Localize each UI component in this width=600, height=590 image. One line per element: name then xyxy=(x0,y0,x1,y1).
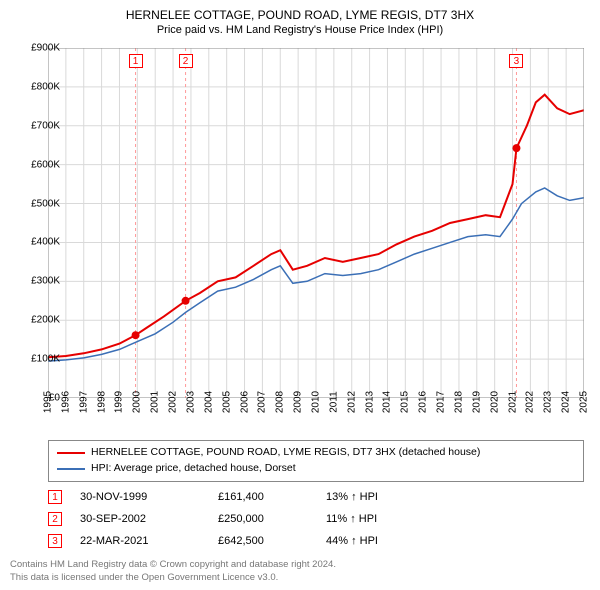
x-tick-label: 2014 xyxy=(382,391,393,413)
y-tick-label: £900K xyxy=(16,43,60,54)
sale-row: 3 22-MAR-2021 £642,500 44% ↑ HPI xyxy=(48,530,584,552)
chart-title-line2: Price paid vs. HM Land Registry's House … xyxy=(0,24,600,36)
y-tick-label: £100K xyxy=(16,354,60,365)
x-tick-label: 2013 xyxy=(364,391,375,413)
x-tick-label: 2006 xyxy=(239,391,250,413)
footer-attribution: Contains HM Land Registry data © Crown c… xyxy=(10,559,336,584)
y-tick-label: £600K xyxy=(16,159,60,170)
sale-price: £642,500 xyxy=(218,535,308,547)
y-tick-label: £200K xyxy=(16,315,60,326)
x-tick-label: 2018 xyxy=(453,391,464,413)
legend-swatch xyxy=(57,452,85,454)
x-tick-label: 1998 xyxy=(96,391,107,413)
legend: HERNELEE COTTAGE, POUND ROAD, LYME REGIS… xyxy=(48,440,584,482)
y-tick-label: £500K xyxy=(16,198,60,209)
x-tick-label: 2000 xyxy=(132,391,143,413)
x-tick-label: 2019 xyxy=(471,391,482,413)
x-tick-label: 2024 xyxy=(561,391,572,413)
chart-title-line1: HERNELEE COTTAGE, POUND ROAD, LYME REGIS… xyxy=(0,8,600,22)
x-tick-label: 2009 xyxy=(293,391,304,413)
x-tick-label: 2001 xyxy=(150,391,161,413)
footer-line1: Contains HM Land Registry data © Crown c… xyxy=(10,559,336,571)
footer-line2: This data is licensed under the Open Gov… xyxy=(10,572,336,584)
sale-row: 1 30-NOV-1999 £161,400 13% ↑ HPI xyxy=(48,486,584,508)
legend-swatch xyxy=(57,468,85,470)
sale-marker-icon: 2 xyxy=(48,512,62,526)
x-tick-label: 2011 xyxy=(328,391,339,413)
x-tick-label: 2023 xyxy=(543,391,554,413)
sale-date: 30-SEP-2002 xyxy=(80,513,200,525)
sale-pct-vs-hpi: 44% ↑ HPI xyxy=(326,535,436,547)
price-chart xyxy=(48,48,584,398)
x-tick-label: 1997 xyxy=(78,391,89,413)
sale-price: £161,400 xyxy=(218,491,308,503)
x-tick-label: 2008 xyxy=(275,391,286,413)
x-tick-label: 1999 xyxy=(114,391,125,413)
y-tick-label: £700K xyxy=(16,120,60,131)
x-tick-label: 2021 xyxy=(507,391,518,413)
x-tick-label: 2010 xyxy=(311,391,322,413)
sale-row: 2 30-SEP-2002 £250,000 11% ↑ HPI xyxy=(48,508,584,530)
sales-table: 1 30-NOV-1999 £161,400 13% ↑ HPI 2 30-SEP-200… xyxy=(48,486,584,552)
y-tick-label: £300K xyxy=(16,276,60,287)
sale-price: £250,000 xyxy=(218,513,308,525)
legend-label: HERNELEE COTTAGE, POUND ROAD, LYME REGIS… xyxy=(91,445,480,461)
sale-date: 30-NOV-1999 xyxy=(80,491,200,503)
x-tick-label: 2020 xyxy=(489,391,500,413)
x-tick-label: 2004 xyxy=(203,391,214,413)
sale-pct-vs-hpi: 13% ↑ HPI xyxy=(326,491,436,503)
sale-marker-icon: 3 xyxy=(48,534,62,548)
x-tick-label: 2007 xyxy=(257,391,268,413)
x-tick-label: 2017 xyxy=(436,391,447,413)
sale-pct-vs-hpi: 11% ↑ HPI xyxy=(326,513,436,525)
x-tick-label: 2002 xyxy=(168,391,179,413)
sale-marker-box: 2 xyxy=(179,54,193,68)
y-tick-label: £800K xyxy=(16,81,60,92)
x-tick-label: 2005 xyxy=(221,391,232,413)
x-tick-label: 2025 xyxy=(579,391,590,413)
x-tick-label: 2012 xyxy=(346,391,357,413)
legend-item: HPI: Average price, detached house, Dors… xyxy=(57,461,575,477)
legend-item: HERNELEE COTTAGE, POUND ROAD, LYME REGIS… xyxy=(57,445,575,461)
x-tick-label: 2022 xyxy=(525,391,536,413)
x-tick-label: 1996 xyxy=(60,391,71,413)
legend-label: HPI: Average price, detached house, Dors… xyxy=(91,461,296,477)
sale-marker-box: 3 xyxy=(509,54,523,68)
sale-date: 22-MAR-2021 xyxy=(80,535,200,547)
x-tick-label: 2003 xyxy=(185,391,196,413)
x-tick-label: 1995 xyxy=(43,391,54,413)
x-tick-label: 2016 xyxy=(418,391,429,413)
sale-marker-box: 1 xyxy=(129,54,143,68)
y-tick-label: £400K xyxy=(16,237,60,248)
sale-marker-icon: 1 xyxy=(48,490,62,504)
x-tick-label: 2015 xyxy=(400,391,411,413)
